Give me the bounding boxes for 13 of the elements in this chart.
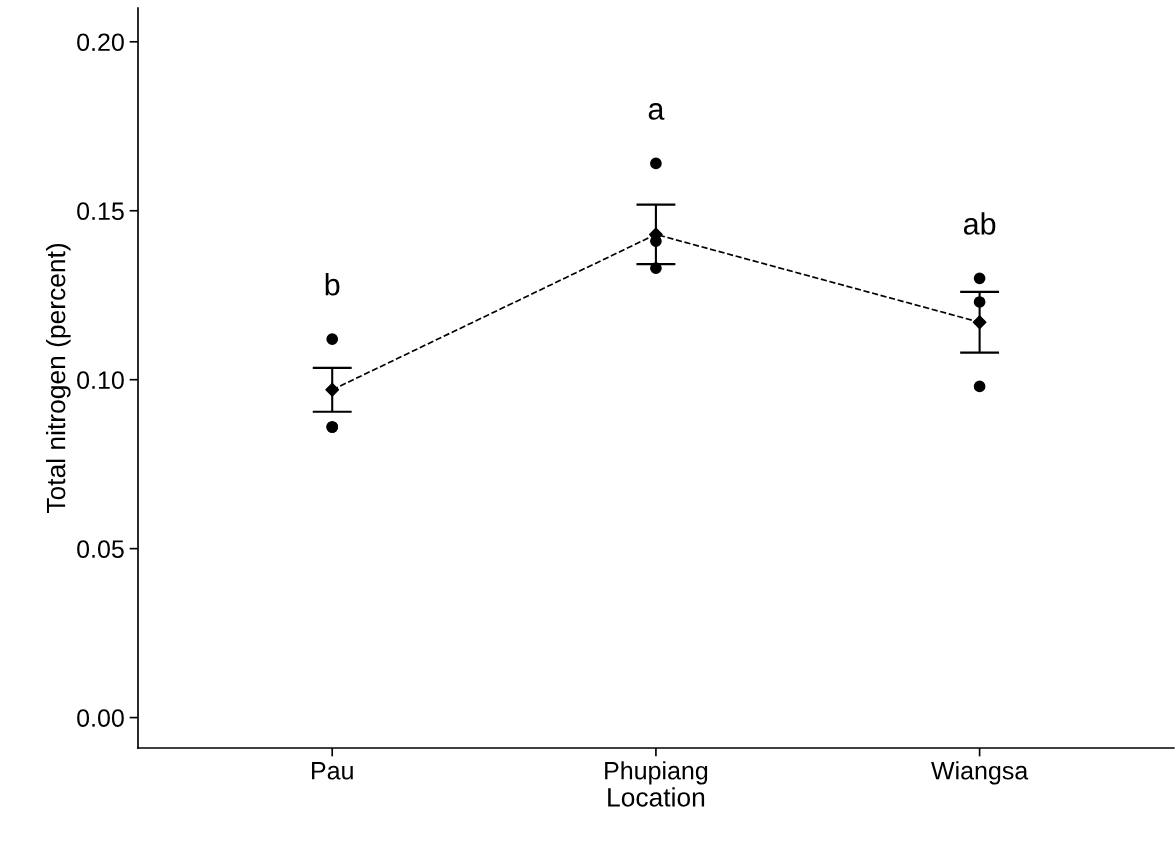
y-tick-label: 0.10 — [77, 371, 124, 389]
y-tick-label: 0.15 — [77, 202, 124, 221]
x-tick-label: Pau — [312, 762, 353, 780]
y-tick-label: 0.00 — [77, 709, 124, 727]
x-axis-title: Location — [608, 787, 705, 807]
annotation: ab — [963, 212, 996, 235]
x-tick-label: Wiangsa — [931, 761, 1029, 785]
annotation: a — [648, 103, 665, 120]
annotation: b — [325, 273, 340, 296]
y-axis-title: Total nitrogen (percent) — [46, 243, 71, 514]
x-tick-label: Phupiang — [605, 761, 708, 785]
y-tick-label: 0.20 — [77, 33, 124, 52]
y-tick-label: 0.05 — [77, 540, 124, 558]
